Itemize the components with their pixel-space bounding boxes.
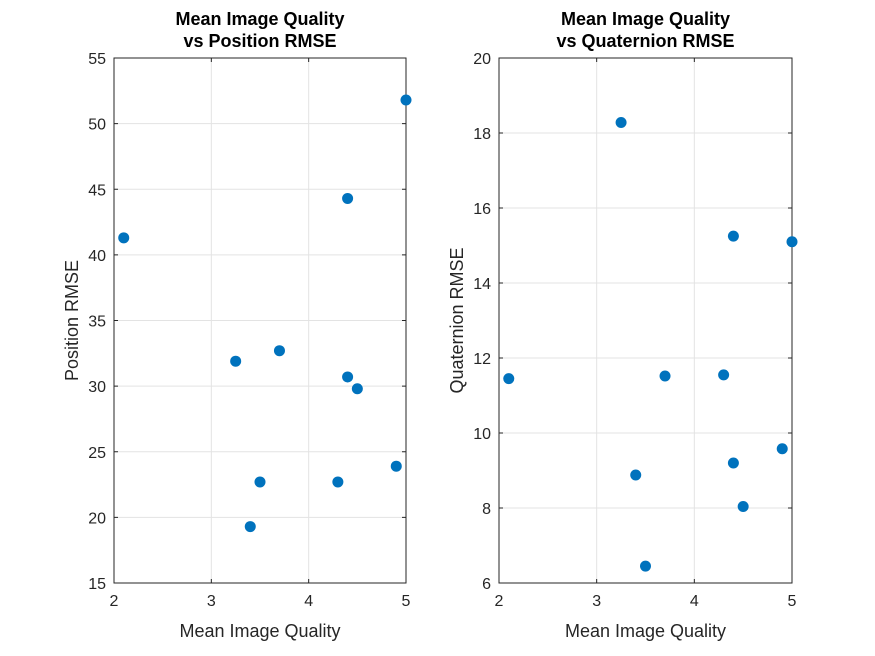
- quaternion-data-point-1: [503, 373, 515, 385]
- quaternion-y-tick-label: 10: [473, 426, 491, 443]
- position-title-line-1: Mean Image Quality: [175, 9, 344, 29]
- quaternion-y-tick-label: 16: [473, 201, 491, 218]
- position-y-tick-label: 15: [88, 576, 106, 593]
- quaternion-title-line-2: vs Quaternion RMSE: [556, 31, 734, 51]
- position-data-point-4: [254, 476, 266, 488]
- quaternion-data-point-3: [630, 469, 642, 481]
- quaternion-x-axis-label: Mean Image Quality: [565, 621, 726, 641]
- position-y-tick-label: 35: [88, 314, 106, 331]
- quaternion-title-line-1: Mean Image Quality: [561, 9, 730, 29]
- position-x-axis-label: Mean Image Quality: [179, 621, 340, 641]
- quaternion-x-tick-label: 5: [788, 593, 797, 610]
- position-x-tick-label: 4: [304, 593, 313, 610]
- position-data-point-5: [273, 345, 285, 357]
- position-y-tick-label: 30: [88, 379, 106, 396]
- quaternion-x-tick-label: 2: [495, 593, 504, 610]
- quaternion-y-tick-label: 12: [473, 351, 491, 368]
- position-data-point-2: [230, 355, 242, 367]
- quaternion-y-tick-label: 14: [473, 276, 491, 293]
- quaternion-data-point-9: [737, 501, 749, 512]
- quaternion-data-point-6: [718, 369, 730, 381]
- position-data-point-9: [351, 383, 363, 395]
- quaternion-y-tick-label: 18: [473, 126, 491, 143]
- quaternion-data-point-10: [776, 443, 788, 455]
- quaternion-y-axis-label: Quaternion RMSE: [447, 247, 467, 393]
- position-y-tick-label: 25: [88, 445, 106, 462]
- position-data-point-1: [118, 232, 130, 244]
- quaternion-data-point-4: [640, 560, 651, 572]
- position-y-tick-label: 40: [88, 248, 106, 265]
- position-data-point-11: [400, 94, 412, 106]
- position-x-tick-label: 2: [110, 593, 119, 610]
- quaternion-x-tick-label: 3: [592, 593, 601, 610]
- position-y-tick-label: 20: [88, 510, 106, 527]
- quaternion-data-point-8: [727, 230, 739, 242]
- position-y-tick-label: 55: [88, 51, 106, 68]
- position-data-point-7: [342, 371, 354, 383]
- position-data-point-8: [342, 192, 354, 204]
- quaternion-data-point-7: [727, 457, 739, 469]
- position-x-tick-label: 3: [207, 593, 216, 610]
- position-x-tick-label: 5: [402, 593, 411, 610]
- quaternion-data-point-5: [659, 370, 671, 382]
- position-data-point-6: [332, 476, 344, 488]
- position-y-tick-label: 45: [88, 182, 106, 199]
- quaternion-y-tick-label: 8: [482, 501, 491, 518]
- quaternion-plot-area: [499, 58, 792, 583]
- position-y-axis-label: Position RMSE: [62, 260, 82, 381]
- quaternion-x-tick-label: 4: [690, 593, 699, 610]
- quaternion-y-tick-label: 20: [473, 51, 491, 68]
- position-data-point-10: [390, 460, 402, 472]
- quaternion-y-tick-label: 6: [482, 576, 491, 593]
- position-data-point-3: [244, 521, 256, 533]
- position-y-tick-label: 50: [88, 117, 106, 134]
- position-title-line-2: vs Position RMSE: [183, 31, 336, 51]
- quaternion-data-point-2: [615, 117, 627, 128]
- quaternion-data-point-11: [786, 236, 798, 248]
- quaternion-axes-box: [498, 57, 793, 584]
